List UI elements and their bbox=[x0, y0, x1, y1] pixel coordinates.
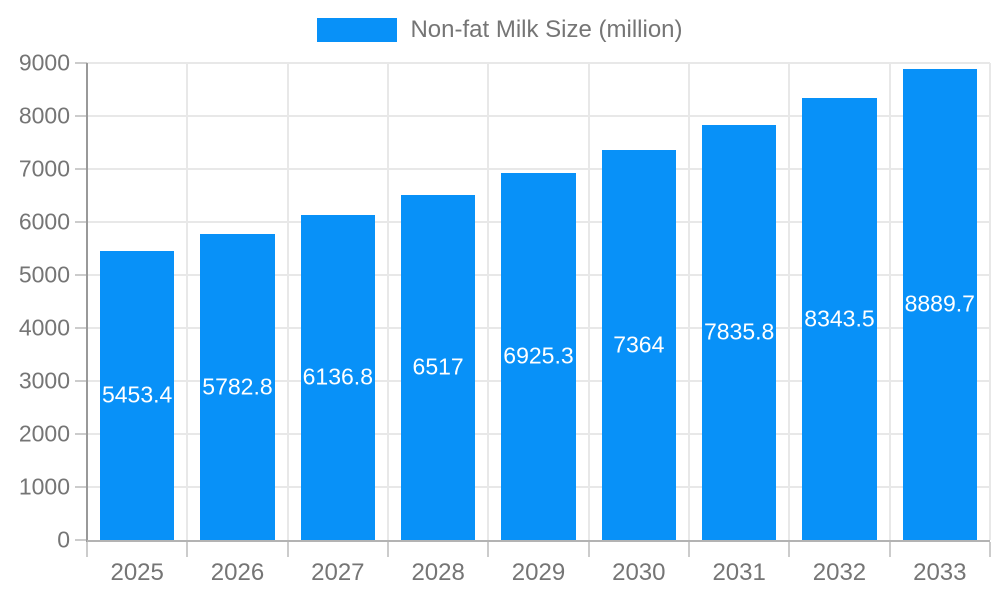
bar-value-label: 5453.4 bbox=[101, 381, 173, 408]
bars-layer: 5453.4 5782.8 6136.8 6517 6925.3 7364 7835.8 83… bbox=[87, 63, 990, 540]
y-axis-tick bbox=[75, 168, 87, 170]
y-axis-label: 1000 bbox=[18, 473, 70, 500]
y-axis-ticks bbox=[75, 62, 87, 541]
y-axis-tick bbox=[75, 327, 87, 329]
y-axis-labels: 0 1000 2000 3000 4000 5000 6000 7000 8000 9000 bbox=[0, 51, 70, 551]
bar-value-label: 6517 bbox=[412, 353, 464, 380]
x-axis-tick bbox=[186, 542, 189, 557]
x-axis-label: 2030 bbox=[612, 559, 666, 586]
x-axis-tick bbox=[386, 542, 389, 557]
bar-cell: 6136.8 bbox=[288, 63, 388, 540]
y-axis-tick bbox=[75, 62, 87, 64]
y-axis-tick bbox=[75, 433, 87, 435]
gridline-vertical bbox=[888, 63, 891, 540]
bar: 8889.7 bbox=[902, 68, 977, 540]
x-axis-ticks bbox=[86, 542, 991, 557]
bar-cell: 6925.3 bbox=[488, 63, 588, 540]
x-axis-label: 2031 bbox=[712, 559, 766, 586]
x-axis-line bbox=[87, 540, 990, 542]
x-axis-tick bbox=[687, 542, 690, 557]
x-axis-tick bbox=[888, 542, 891, 557]
x-axis-label: 2029 bbox=[511, 559, 566, 586]
x-axis-tick bbox=[587, 542, 590, 557]
y-axis-label: 0 bbox=[57, 526, 70, 553]
bar-value-label: 6136.8 bbox=[302, 363, 373, 390]
bar-cell: 8343.5 bbox=[789, 63, 889, 540]
bar: 6925.3 bbox=[501, 172, 576, 540]
x-axis-labels: 2025 2026 2027 2028 2029 2030 2031 2032 2033 bbox=[87, 558, 990, 588]
bar: 5453.4 bbox=[100, 250, 175, 540]
bar-value-label: 5782.8 bbox=[202, 373, 273, 400]
x-axis-label: 2026 bbox=[210, 559, 265, 586]
legend-color-swatch bbox=[317, 18, 398, 42]
gridline-horizontal bbox=[87, 168, 990, 170]
y-axis-tick bbox=[75, 115, 87, 117]
y-axis-tick bbox=[75, 539, 87, 541]
bar-value-label: 8343.5 bbox=[804, 305, 875, 332]
gridline-vertical bbox=[386, 63, 389, 540]
gridline-horizontal bbox=[87, 115, 990, 117]
bar-cell: 7364 bbox=[589, 63, 689, 540]
bar-cell: 7835.8 bbox=[689, 63, 789, 540]
gridline-vertical bbox=[788, 63, 791, 540]
x-axis-tick bbox=[989, 542, 991, 557]
y-axis-line bbox=[86, 63, 88, 557]
legend: Non-fat Milk Size (million) bbox=[0, 14, 1000, 46]
x-axis-tick bbox=[487, 542, 490, 557]
bar: 6136.8 bbox=[300, 214, 375, 540]
bar-cell: 5453.4 bbox=[87, 63, 187, 540]
bar-value-label: 7364 bbox=[613, 331, 665, 358]
x-axis-label: 2028 bbox=[411, 559, 465, 586]
gridline-vertical bbox=[186, 63, 189, 540]
y-axis-tick bbox=[75, 486, 87, 488]
gridline-vertical bbox=[687, 63, 690, 540]
y-axis-tick bbox=[75, 380, 87, 383]
x-axis-label: 2032 bbox=[812, 559, 867, 586]
legend-label: Non-fat Milk Size (million) bbox=[410, 16, 683, 43]
x-axis-tick bbox=[286, 542, 289, 557]
gridline-vertical bbox=[587, 63, 590, 540]
gridline-vertical bbox=[989, 63, 991, 540]
bar-cell: 6517 bbox=[388, 63, 488, 540]
bar-value-label: 7835.8 bbox=[703, 318, 775, 345]
y-axis-label: 7000 bbox=[18, 155, 70, 182]
bar: 7364 bbox=[601, 149, 676, 540]
bar-value-label: 8889.7 bbox=[904, 290, 975, 317]
bar-cell: 5782.8 bbox=[187, 63, 287, 540]
y-axis-tick bbox=[75, 221, 87, 224]
y-axis-label: 5000 bbox=[18, 261, 70, 288]
bar-value-label: 6925.3 bbox=[503, 342, 574, 369]
gridline-horizontal bbox=[87, 62, 990, 64]
gridline-vertical bbox=[286, 63, 289, 540]
y-axis-tick bbox=[75, 274, 87, 276]
plot-area: 5453.4 5782.8 6136.8 6517 6925.3 7364 7835.8 83… bbox=[87, 62, 991, 540]
bar-cell: 8889.7 bbox=[890, 63, 990, 540]
y-axis-label: 2000 bbox=[18, 420, 70, 447]
bar: 6517 bbox=[401, 194, 476, 540]
bar: 5782.8 bbox=[200, 233, 275, 540]
y-axis-label: 8000 bbox=[18, 102, 70, 129]
x-axis-tick bbox=[86, 542, 88, 557]
gridline-vertical bbox=[487, 63, 490, 540]
y-axis-label: 4000 bbox=[18, 314, 70, 341]
bar: 7835.8 bbox=[702, 124, 777, 540]
x-axis-label: 2027 bbox=[311, 559, 365, 586]
y-axis-label: 9000 bbox=[18, 49, 70, 76]
y-axis-label: 3000 bbox=[18, 367, 70, 394]
bar: 8343.5 bbox=[802, 97, 877, 540]
x-axis-tick bbox=[788, 542, 791, 557]
x-axis-label: 2025 bbox=[110, 559, 164, 586]
x-axis-label: 2033 bbox=[913, 559, 967, 586]
y-axis-label: 6000 bbox=[18, 208, 70, 235]
